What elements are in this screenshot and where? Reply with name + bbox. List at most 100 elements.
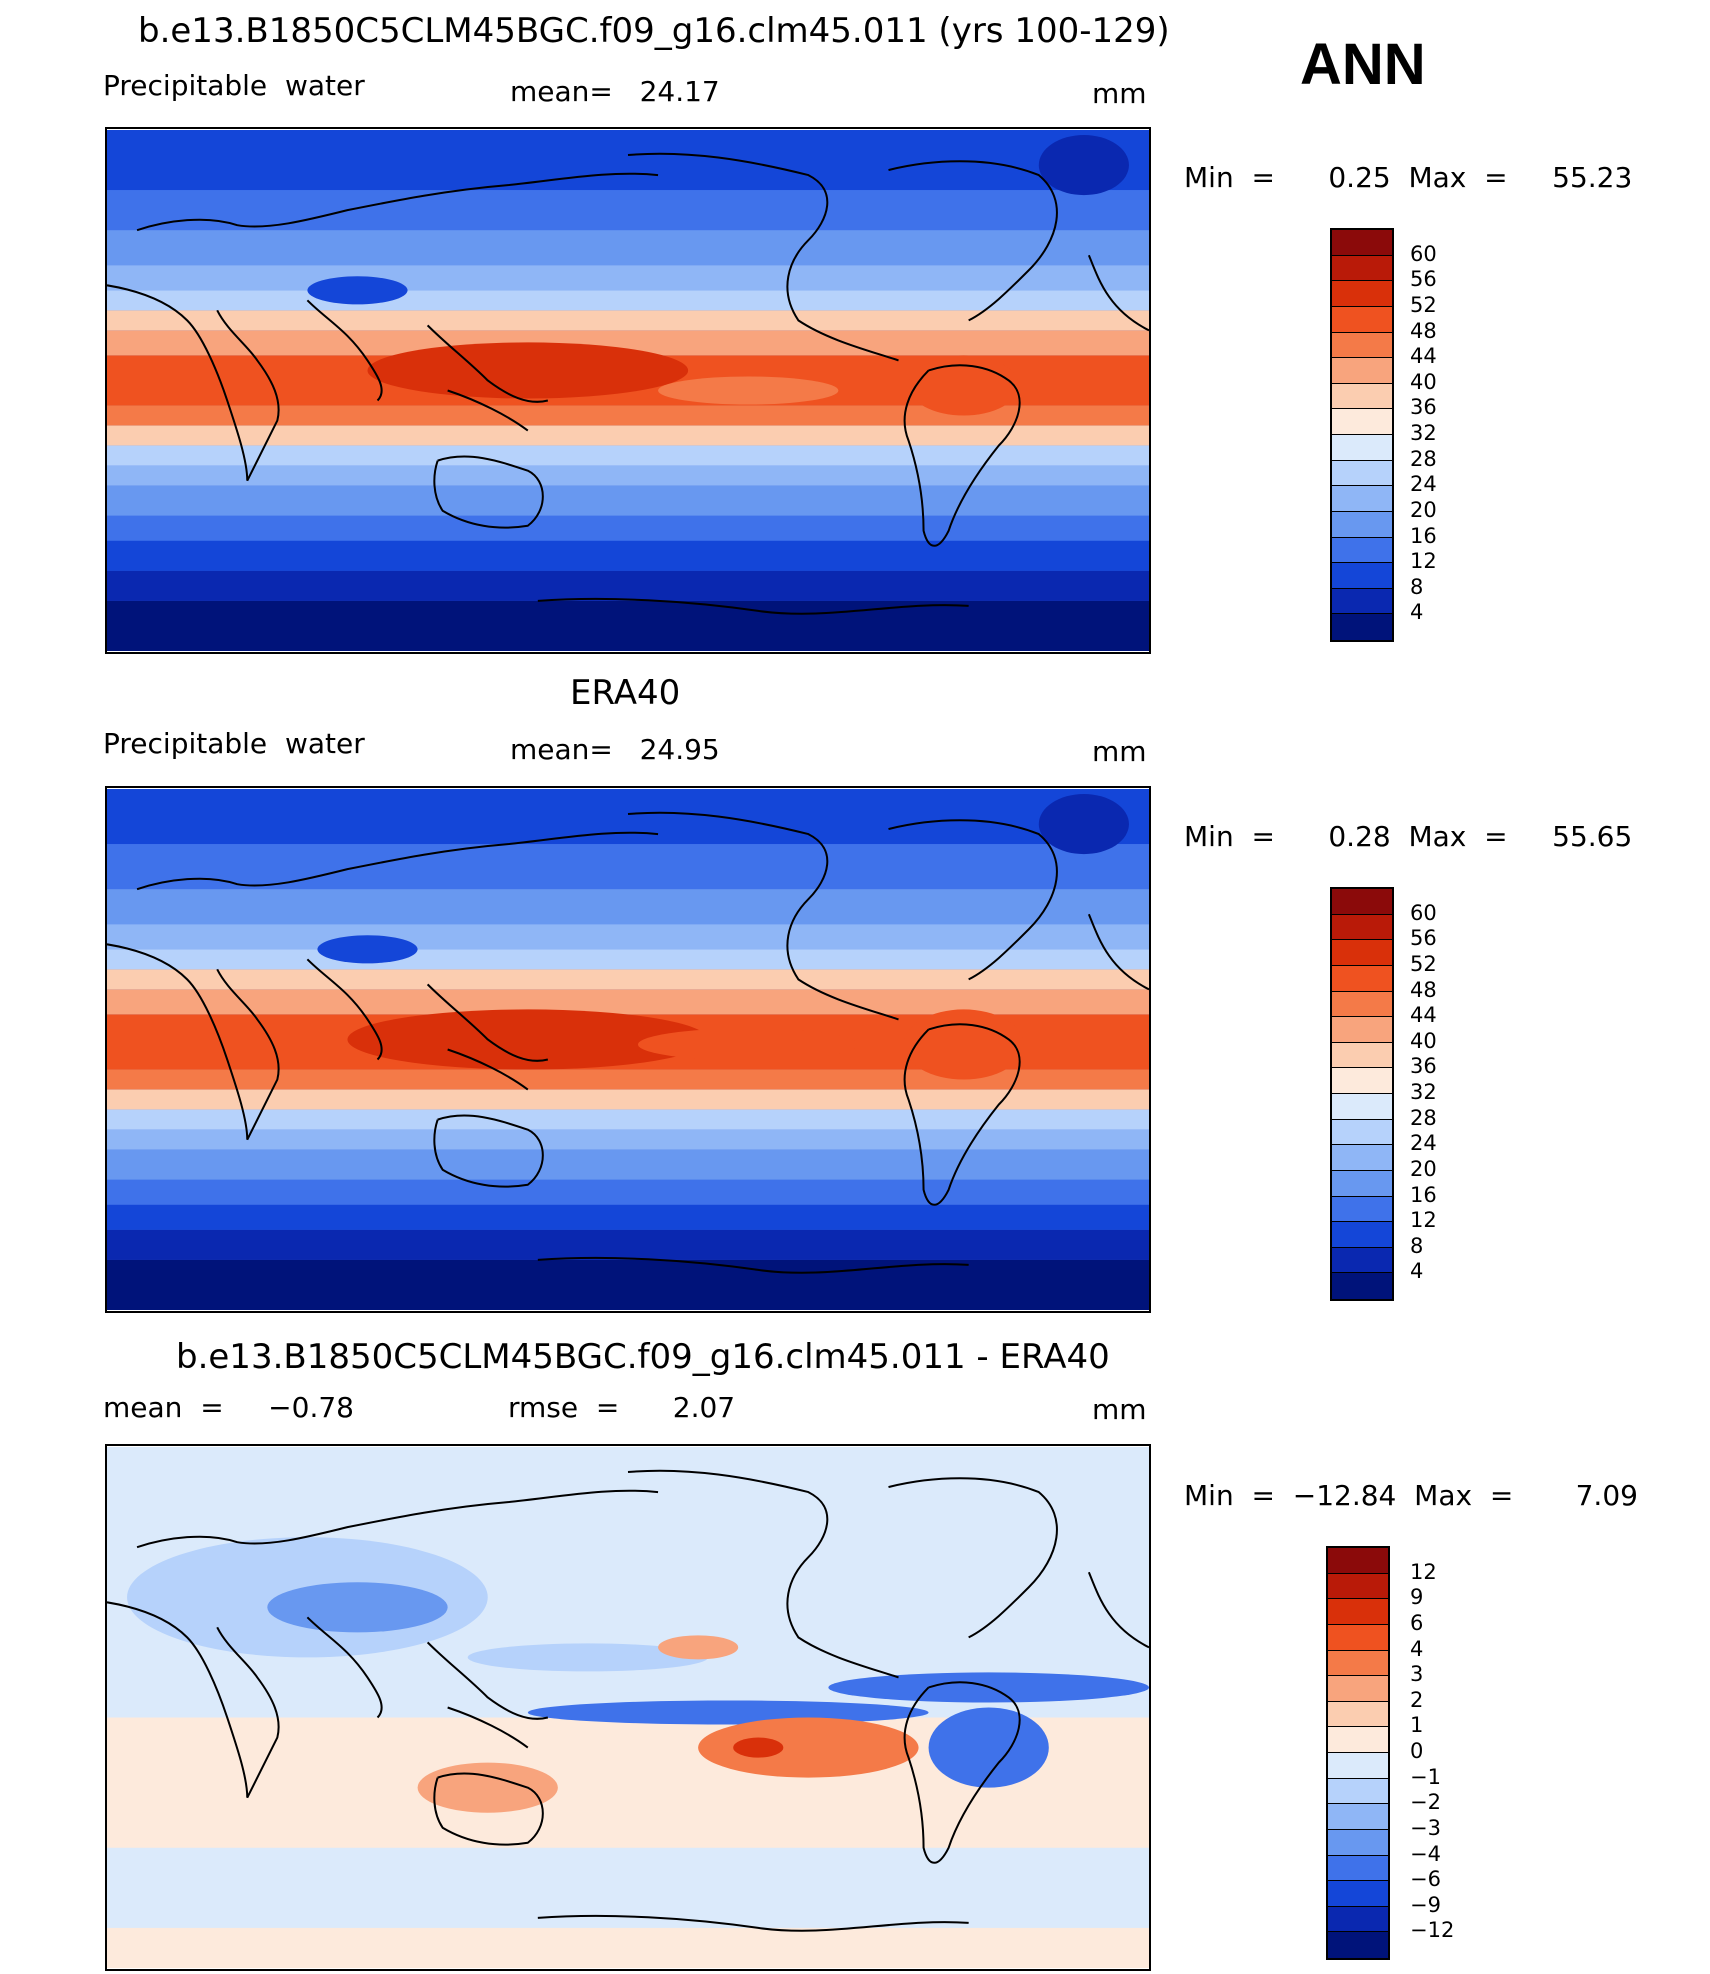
colorbar-swatch (1332, 486, 1392, 512)
colorbar-tick-label: 40 (1410, 369, 1437, 394)
colorbar-tick-label: −1 (1410, 1764, 1441, 1789)
colorbar-swatch (1332, 965, 1392, 992)
colorbar-tick-label: 12 (1410, 1559, 1437, 1584)
colorbar-swatch (1332, 1170, 1392, 1197)
panel2-mean-label: mean= 24.95 (510, 733, 720, 766)
colorbar-tick-label: 20 (1410, 497, 1437, 522)
colorbar-tick-label: 6 (1410, 1610, 1424, 1635)
panel1-units-label: mm (1092, 77, 1147, 110)
colorbar-tick-label: −2 (1410, 1790, 1441, 1815)
colorbar-tick-label: −12 (1410, 1918, 1455, 1943)
colorbar-swatch (1332, 255, 1392, 282)
colorbar-tick-label: 52 (1410, 951, 1437, 976)
colorbar-swatch (1328, 1829, 1388, 1856)
colorbar-swatch (1328, 1727, 1388, 1753)
colorbar-swatch (1332, 889, 1392, 915)
colorbar-tick-label: 48 (1410, 977, 1437, 1002)
colorbar-swatch (1332, 1042, 1392, 1069)
panel1-variable-label: Precipitable water (103, 69, 365, 102)
colorbar-swatch (1328, 1573, 1388, 1600)
colorbar-swatch (1328, 1881, 1388, 1907)
colorbar-tick-label: 60 (1410, 900, 1437, 925)
colorbar-swatch (1332, 1017, 1392, 1043)
colorbar-tick-label: 16 (1410, 523, 1437, 548)
colorbar-swatch (1332, 1247, 1392, 1274)
panel2-map (105, 786, 1151, 1313)
colorbar-tick-label: 4 (1410, 1259, 1424, 1284)
panel3-units-label: mm (1092, 1393, 1147, 1426)
colorbar-tick-label: 24 (1410, 472, 1437, 497)
colorbar-tick-label: 1 (1410, 1713, 1424, 1738)
colorbar-tick-label: 8 (1410, 574, 1424, 599)
colorbar-swatch (1332, 435, 1392, 461)
colorbar-tick-label: −9 (1410, 1892, 1441, 1917)
colorbar-swatch (1332, 281, 1392, 307)
colorbar-swatch (1332, 306, 1392, 333)
panel2-minmax-label: Min = 0.28 Max = 55.65 (1184, 820, 1633, 853)
panel3-colorbar-labels: 12 9 6 4 3 2 1 0 −1 −2 −3 −4 −6 −9 −12 (1410, 1546, 1470, 1956)
colorbar-swatch (1328, 1650, 1388, 1677)
colorbar-swatch (1332, 230, 1392, 256)
colorbar-swatch (1332, 332, 1392, 359)
panel3-title: b.e13.B1850C5CLM45BGC.f09_g16.clm45.011 … (176, 1337, 1110, 1377)
colorbar-tick-label: 9 (1410, 1585, 1424, 1610)
colorbar-tick-label: 48 (1410, 318, 1437, 343)
panel3-minmax-label: Min = −12.84 Max = 7.09 (1184, 1479, 1638, 1512)
colorbar-tick-label: 60 (1410, 241, 1437, 266)
colorbar-swatch (1328, 1548, 1388, 1574)
colorbar-swatch (1328, 1676, 1388, 1702)
colorbar-swatch (1332, 409, 1392, 435)
colorbar-tick-label: −3 (1410, 1815, 1441, 1840)
panel1-map-svg (107, 130, 1149, 651)
colorbar-swatch (1332, 914, 1392, 941)
panel3-colorbar (1326, 1546, 1390, 1960)
colorbar-tick-label: 12 (1410, 1208, 1437, 1233)
colorbar-swatch (1328, 1778, 1388, 1805)
colorbar-swatch (1332, 1273, 1392, 1299)
colorbar-swatch (1332, 358, 1392, 384)
panel2-colorbar (1330, 887, 1394, 1301)
panel2-map-svg (107, 789, 1149, 1310)
colorbar-swatch (1332, 537, 1392, 564)
panel2-colorbar-labels: 60 56 52 48 44 40 36 32 28 24 20 16 12 8 4 (1410, 887, 1470, 1297)
colorbar-swatch (1332, 1094, 1392, 1120)
colorbar-tick-label: 52 (1410, 292, 1437, 317)
colorbar-tick-label: 12 (1410, 549, 1437, 574)
colorbar-tick-label: 20 (1410, 1156, 1437, 1181)
colorbar-swatch (1332, 511, 1392, 538)
colorbar-swatch (1332, 614, 1392, 640)
colorbar-swatch (1328, 1753, 1388, 1779)
colorbar-swatch (1328, 1624, 1388, 1651)
panel2-title: ERA40 (570, 673, 681, 713)
panel3-mean-label: mean = −0.78 (103, 1391, 354, 1424)
panel1-map (105, 127, 1151, 654)
colorbar-tick-label: 56 (1410, 926, 1437, 951)
colorbar-swatch (1328, 1906, 1388, 1933)
colorbar-swatch (1332, 1068, 1392, 1094)
colorbar-tick-label: 16 (1410, 1182, 1437, 1207)
colorbar-tick-label: −4 (1410, 1841, 1441, 1866)
colorbar-swatch (1332, 1145, 1392, 1171)
panel1-title: b.e13.B1850C5CLM45BGC.f09_g16.clm45.011 … (138, 11, 1170, 51)
colorbar-tick-label: 0 (1410, 1739, 1424, 1763)
colorbar-swatch (1328, 1599, 1388, 1625)
colorbar-swatch (1332, 991, 1392, 1018)
panel1-colorbar-labels: 60 56 52 48 44 40 36 32 28 24 20 16 12 8 4 (1410, 228, 1470, 638)
colorbar-swatch (1328, 1932, 1388, 1958)
colorbar-tick-label: 24 (1410, 1131, 1437, 1156)
colorbar-swatch (1332, 1222, 1392, 1248)
panel3-map (105, 1444, 1151, 1971)
colorbar-tick-label: 36 (1410, 395, 1437, 420)
panel1-colorbar (1330, 228, 1394, 642)
colorbar-swatch (1332, 588, 1392, 615)
colorbar-swatch (1332, 1119, 1392, 1146)
panel1-mean-label: mean= 24.17 (510, 75, 720, 108)
colorbar-swatch (1328, 1701, 1388, 1728)
colorbar-swatch (1328, 1804, 1388, 1830)
colorbar-swatch (1332, 383, 1392, 410)
colorbar-tick-label: 8 (1410, 1233, 1424, 1258)
colorbar-swatch (1332, 1196, 1392, 1223)
colorbar-swatch (1328, 1855, 1388, 1882)
colorbar-tick-label: 32 (1410, 1080, 1437, 1104)
colorbar-tick-label: 2 (1410, 1687, 1424, 1712)
